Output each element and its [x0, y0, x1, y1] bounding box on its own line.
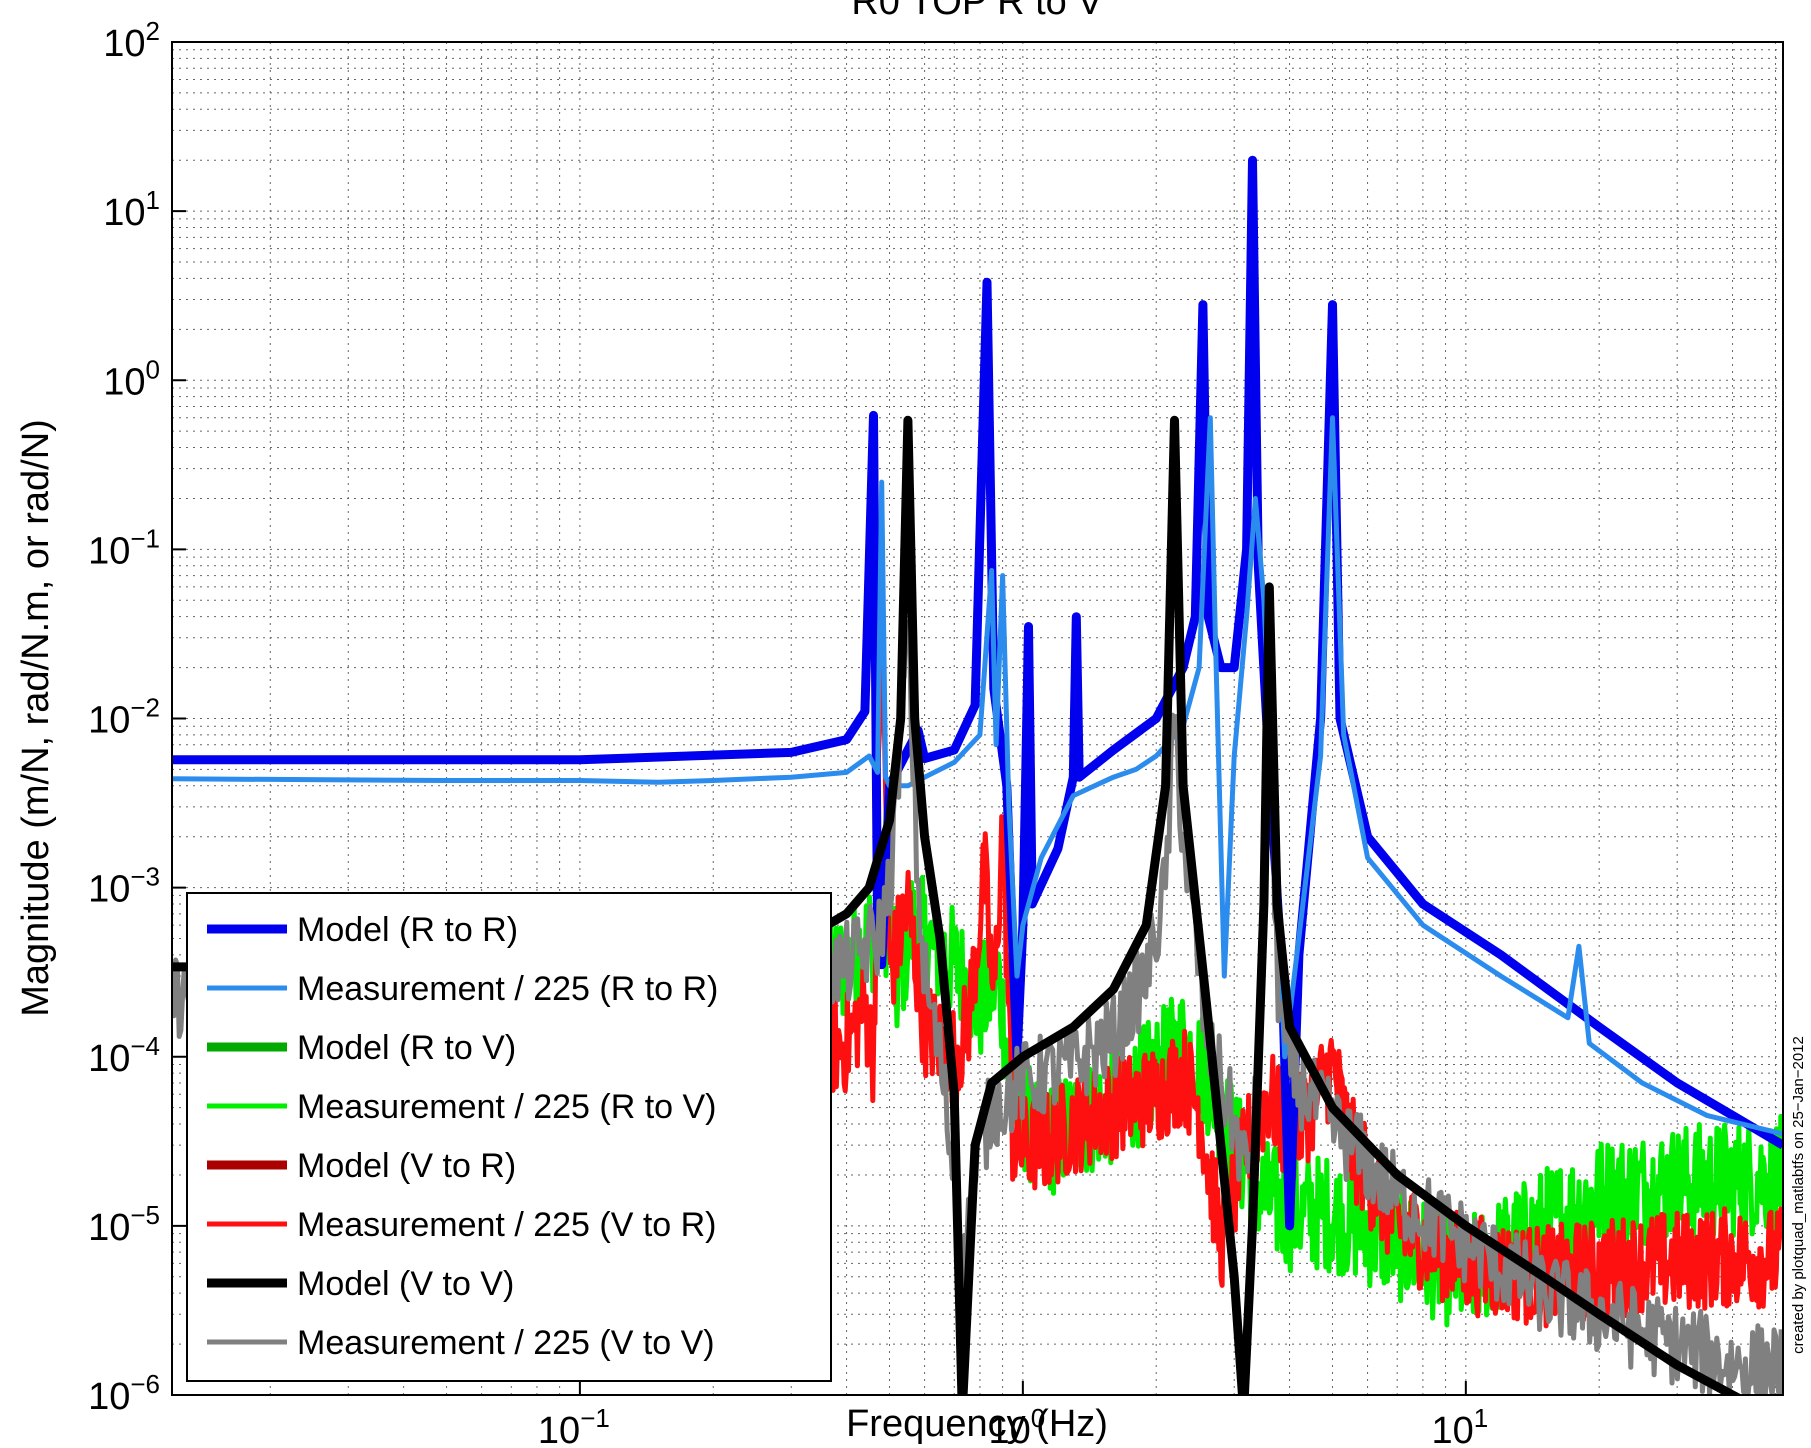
y-tick-label: 101: [103, 185, 160, 234]
legend-label: Model (R to V): [297, 1029, 516, 1067]
y-tick-label: 10−5: [88, 1200, 160, 1249]
legend-label: Model (R to R): [297, 911, 518, 949]
axis-ticks: 10−1 100 101 102 101 100 10−1 10−2 10−3 10−4 10−5 1…: [88, 16, 1488, 1448]
legend-label: Model (V to V): [297, 1265, 514, 1303]
x-tick-label: 101: [1431, 1403, 1488, 1448]
created-by-annotation: created by plotquad_matlabtfs on 25−Jan−…: [1790, 1036, 1807, 1354]
legend-label: Model (V to R): [297, 1147, 516, 1185]
y-axis-label: Magnitude (m/N, rad/N.m, or rad/N): [15, 419, 57, 1017]
x-axis-label: Frequency (Hz): [846, 1403, 1108, 1445]
legend-box: [186, 892, 832, 1382]
y-tick-label: 10−4: [88, 1031, 160, 1080]
legend-label: Measurement / 225 (V to R): [297, 1206, 717, 1244]
y-tick-label: 10−1: [88, 523, 160, 572]
y-tick-label: 10−2: [88, 693, 160, 742]
x-tick-label: 10−1: [538, 1403, 610, 1448]
y-tick-label: 102: [103, 16, 160, 65]
legend: Model (R to R) Measurement / 225 (R to R)…: [186, 892, 832, 1382]
x-tick-label: 100: [988, 1403, 1045, 1448]
legend-label: Measurement / 225 (V to V): [297, 1324, 715, 1362]
y-tick-label: 10−6: [88, 1369, 160, 1418]
legend-label: Measurement / 225 (R to V): [297, 1088, 717, 1126]
chart-title: R0 TOP R to V: [851, 0, 1103, 23]
series-line: [172, 415, 1743, 1395]
y-tick-label: 10−3: [88, 862, 160, 911]
y-tick-label: 100: [103, 354, 160, 403]
series-line: [172, 415, 1783, 1137]
legend-label: Measurement / 225 (R to R): [297, 970, 718, 1008]
